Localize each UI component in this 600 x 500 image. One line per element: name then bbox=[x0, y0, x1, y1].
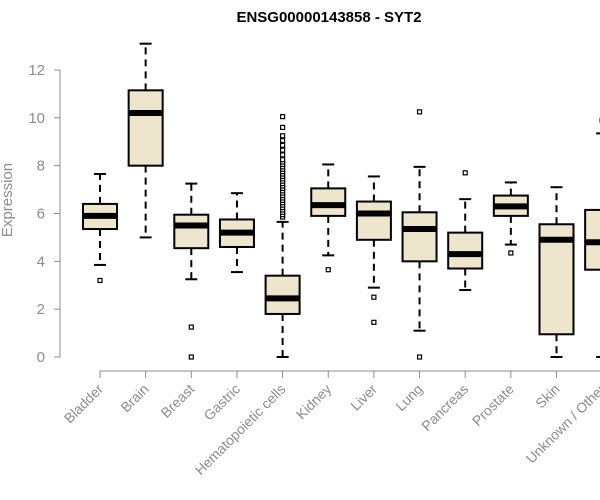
x-tick-label: Brain bbox=[117, 381, 151, 415]
box-lung bbox=[401, 109, 438, 360]
box-skin bbox=[538, 186, 575, 358]
y-tick-label: 2 bbox=[37, 301, 45, 318]
box-rect bbox=[127, 89, 164, 167]
y-tick-label: 4 bbox=[37, 253, 45, 270]
y-axis: 0 2 4 6 8 10 12 bbox=[28, 62, 61, 366]
y-tick-label: 6 bbox=[37, 206, 45, 223]
outlier-point bbox=[280, 133, 286, 139]
x-tick-label: Pancreas bbox=[418, 381, 471, 434]
x-tick-label: Prostate bbox=[469, 381, 517, 429]
box-bladder bbox=[82, 173, 118, 284]
outlier-point bbox=[280, 124, 286, 131]
outlier-point bbox=[371, 294, 377, 300]
x-tick-label: Unknown / Other bbox=[523, 381, 600, 467]
outlier-point bbox=[462, 170, 468, 176]
y-tick-label: 10 bbox=[28, 110, 45, 127]
outlier-point bbox=[280, 137, 286, 144]
outlier-point bbox=[416, 354, 423, 360]
chart-title: ENSG00000143858 - SYT2 bbox=[236, 9, 421, 26]
outlier-point bbox=[325, 267, 331, 273]
outlier-point bbox=[97, 277, 103, 284]
outlier-point bbox=[508, 250, 514, 256]
box-gastric bbox=[218, 192, 255, 274]
y-tick-label: 8 bbox=[37, 158, 45, 175]
x-tick-label: Kidney bbox=[293, 381, 335, 423]
x-tick-label: Lung bbox=[392, 381, 425, 414]
x-tick-label: Liver bbox=[347, 381, 380, 414]
outlier-point bbox=[416, 109, 423, 115]
boxes-group bbox=[82, 42, 600, 360]
outlier-point bbox=[280, 147, 286, 153]
outlier-point bbox=[188, 354, 194, 360]
y-tick-label: 0 bbox=[37, 349, 45, 366]
box-prostate bbox=[492, 181, 529, 256]
outlier-point bbox=[280, 152, 286, 158]
box-pancreas bbox=[447, 170, 484, 292]
outlier-point bbox=[280, 142, 286, 148]
y-axis-label: Expression bbox=[0, 163, 16, 237]
box-rect bbox=[447, 231, 484, 270]
outlier-point bbox=[188, 324, 194, 330]
box-rect bbox=[264, 274, 301, 315]
box-rect bbox=[173, 213, 210, 250]
box-rect bbox=[401, 211, 438, 263]
x-tick-label: Gastric bbox=[200, 381, 243, 424]
box-unknown-other bbox=[584, 117, 600, 358]
box-breast bbox=[173, 182, 210, 360]
x-tick-label: Skin bbox=[532, 381, 563, 412]
box-kidney bbox=[310, 163, 347, 273]
box-rect bbox=[355, 200, 392, 241]
x-tick-label: Hematopoietic cells bbox=[192, 381, 289, 478]
x-tick-label: Bladder bbox=[61, 381, 107, 427]
outlier-point bbox=[280, 157, 286, 163]
box-liver bbox=[355, 175, 392, 325]
y-tick-label: 12 bbox=[28, 62, 45, 79]
outlier-point bbox=[280, 114, 286, 120]
x-tick-label: Breast bbox=[157, 381, 197, 421]
box-brain bbox=[127, 42, 164, 239]
outlier-point bbox=[371, 319, 377, 325]
box-hematopoietic-cells bbox=[264, 114, 301, 358]
